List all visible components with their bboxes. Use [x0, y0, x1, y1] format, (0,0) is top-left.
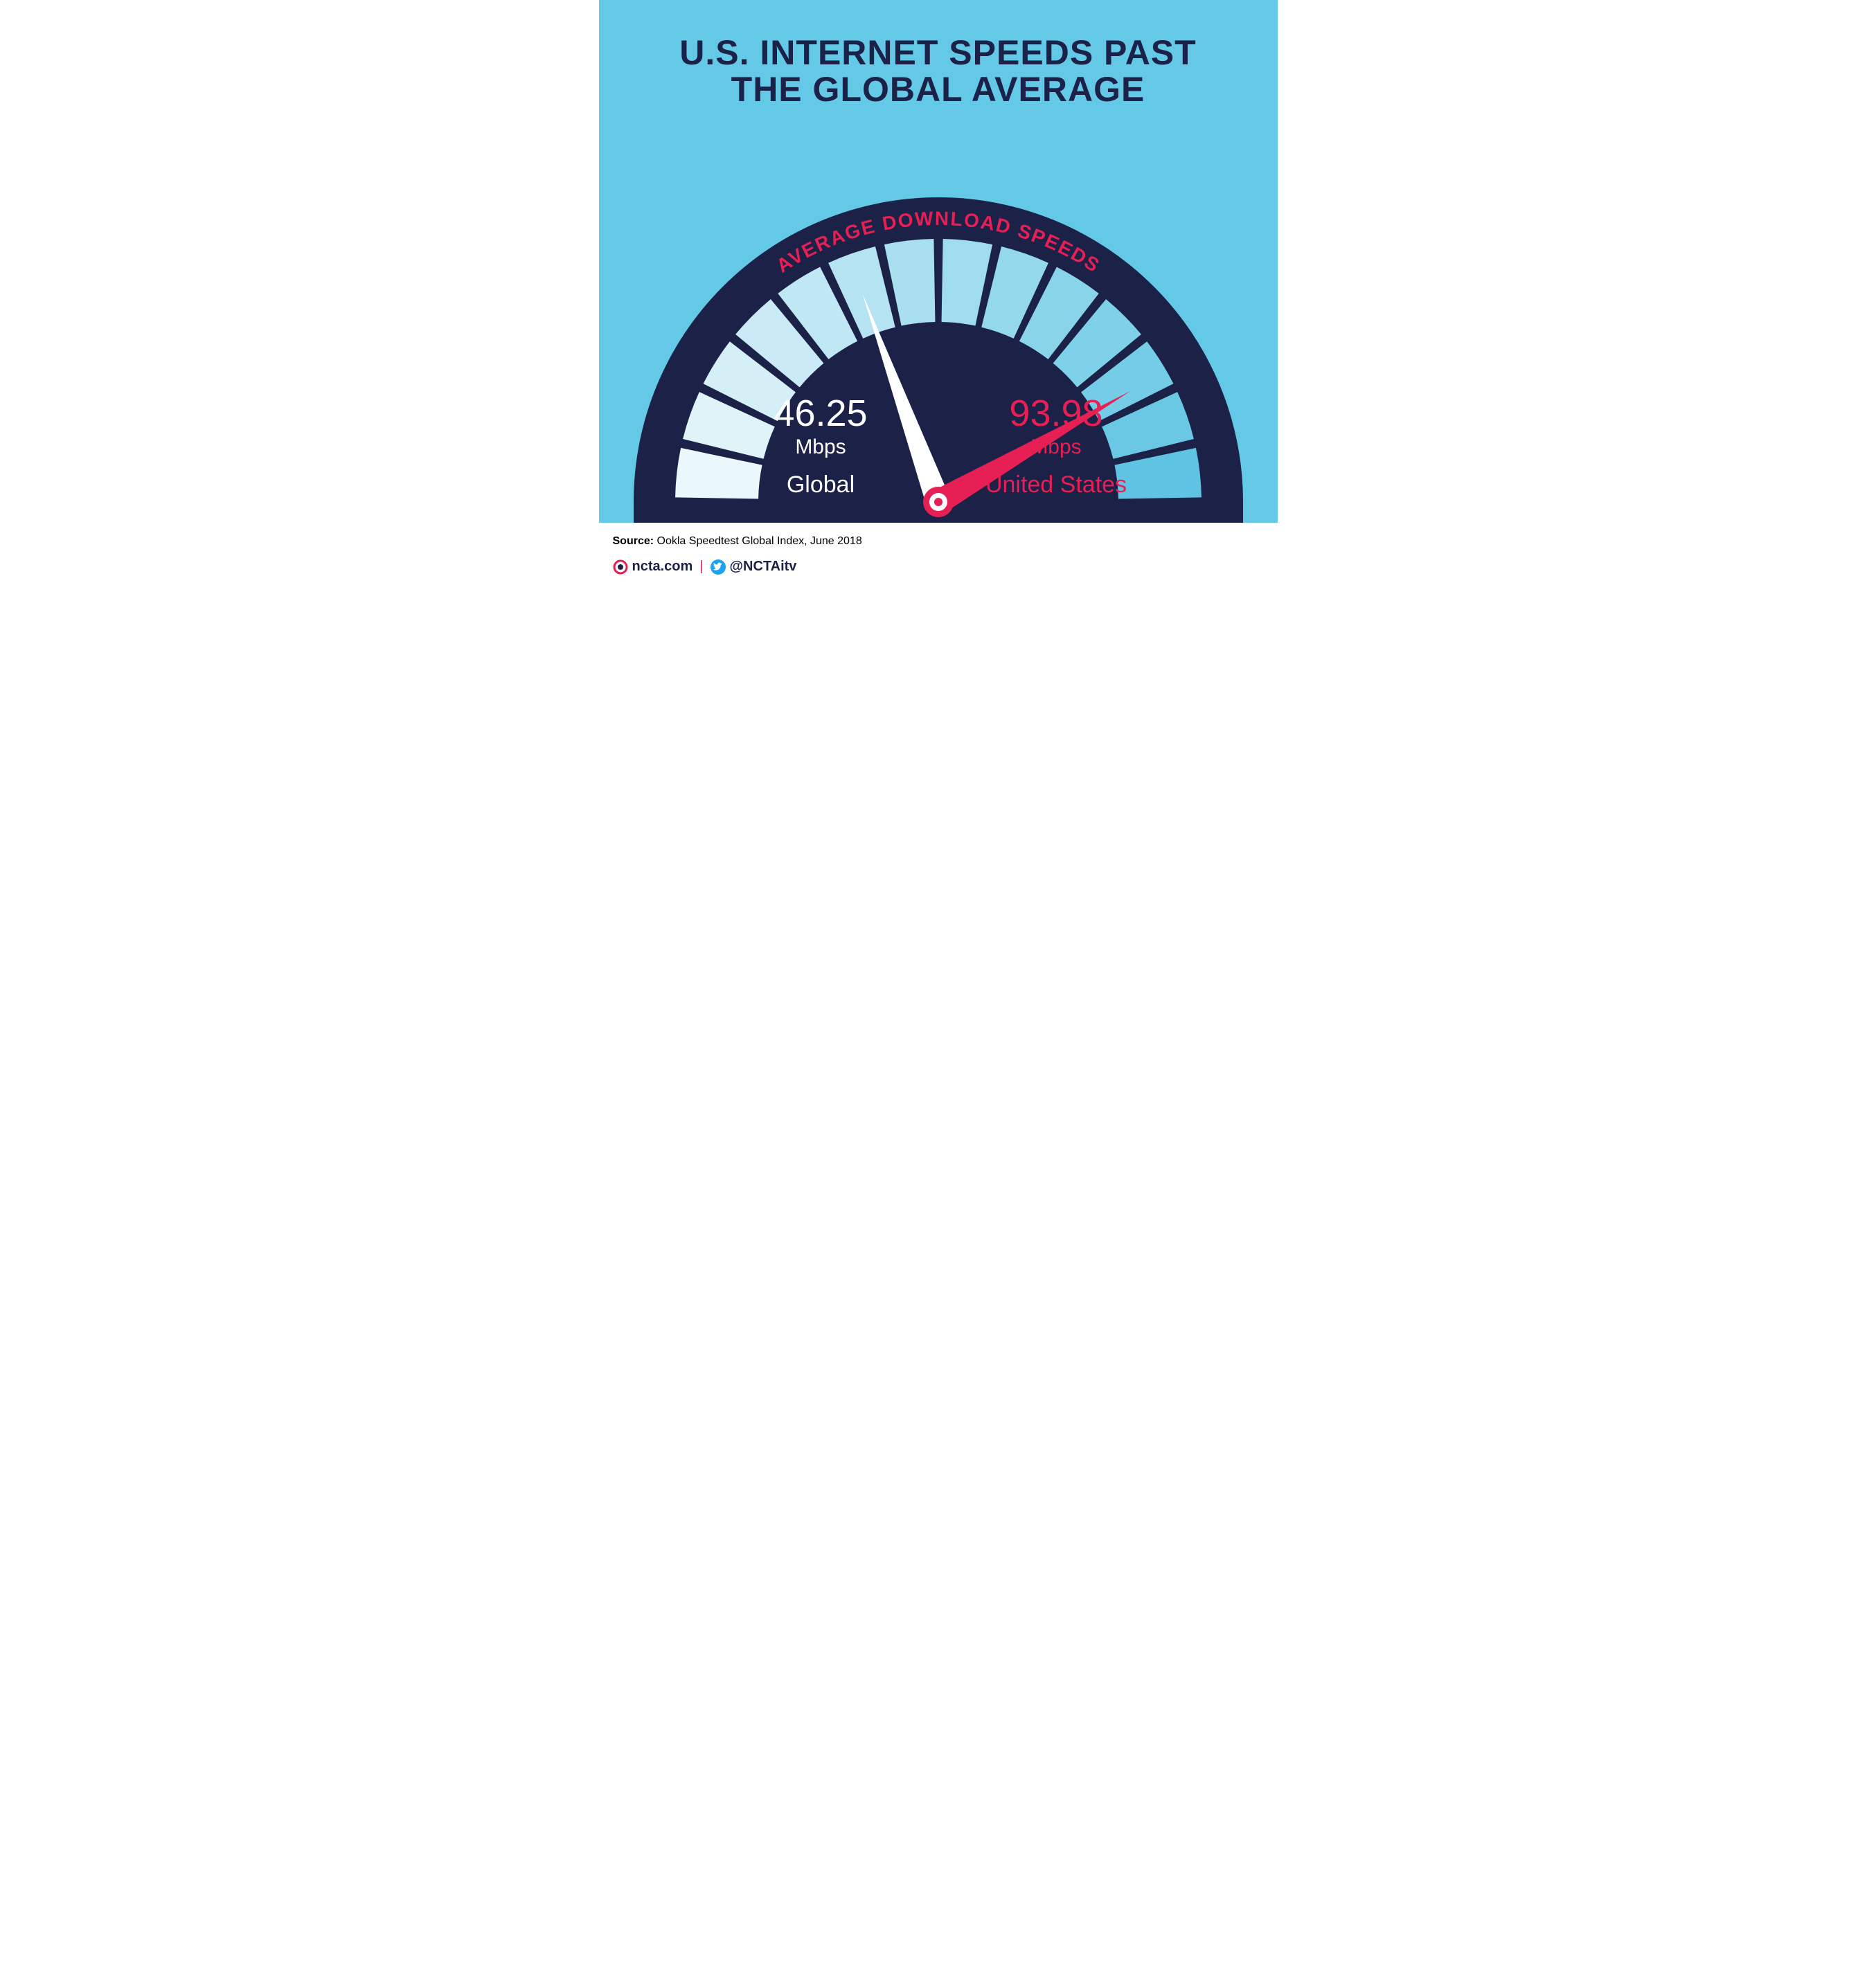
- title-line-1: U.S. INTERNET SPEEDS PAST: [679, 33, 1196, 72]
- gauge-chart: AVERAGE DOWNLOAD SPEEDS46.25MbpsGlobal93…: [627, 135, 1250, 523]
- page-title: U.S. INTERNET SPEEDS PAST THE GLOBAL AVE…: [627, 35, 1250, 107]
- gauge-wrap: AVERAGE DOWNLOAD SPEEDS46.25MbpsGlobal93…: [627, 135, 1250, 523]
- footer-twitter-handle[interactable]: @NCTAitv: [730, 559, 797, 575]
- footer-divider: |: [699, 559, 703, 575]
- svg-text:Global: Global: [786, 471, 854, 498]
- source-text: Ookla Speedtest Global Index, June 2018: [657, 535, 862, 547]
- infographic-container: U.S. INTERNET SPEEDS PAST THE GLOBAL AVE…: [599, 0, 1278, 589]
- source-label: Source:: [613, 535, 654, 547]
- twitter-icon: [711, 559, 726, 575]
- ncta-logo-icon: [613, 559, 628, 575]
- svg-text:46.25: 46.25: [774, 393, 867, 434]
- source-line: Source: Ookla Speedtest Global Index, Ju…: [599, 523, 1278, 555]
- title-line-2: THE GLOBAL AVERAGE: [731, 70, 1145, 109]
- svg-text:United States: United States: [985, 471, 1126, 498]
- footer-site-link[interactable]: ncta.com: [632, 559, 693, 575]
- main-panel: U.S. INTERNET SPEEDS PAST THE GLOBAL AVE…: [599, 0, 1278, 523]
- svg-text:Mbps: Mbps: [1030, 435, 1081, 458]
- footer: ncta.com | @NCTAitv: [599, 555, 1278, 589]
- svg-text:93.98: 93.98: [1009, 393, 1102, 434]
- svg-text:Mbps: Mbps: [795, 435, 846, 458]
